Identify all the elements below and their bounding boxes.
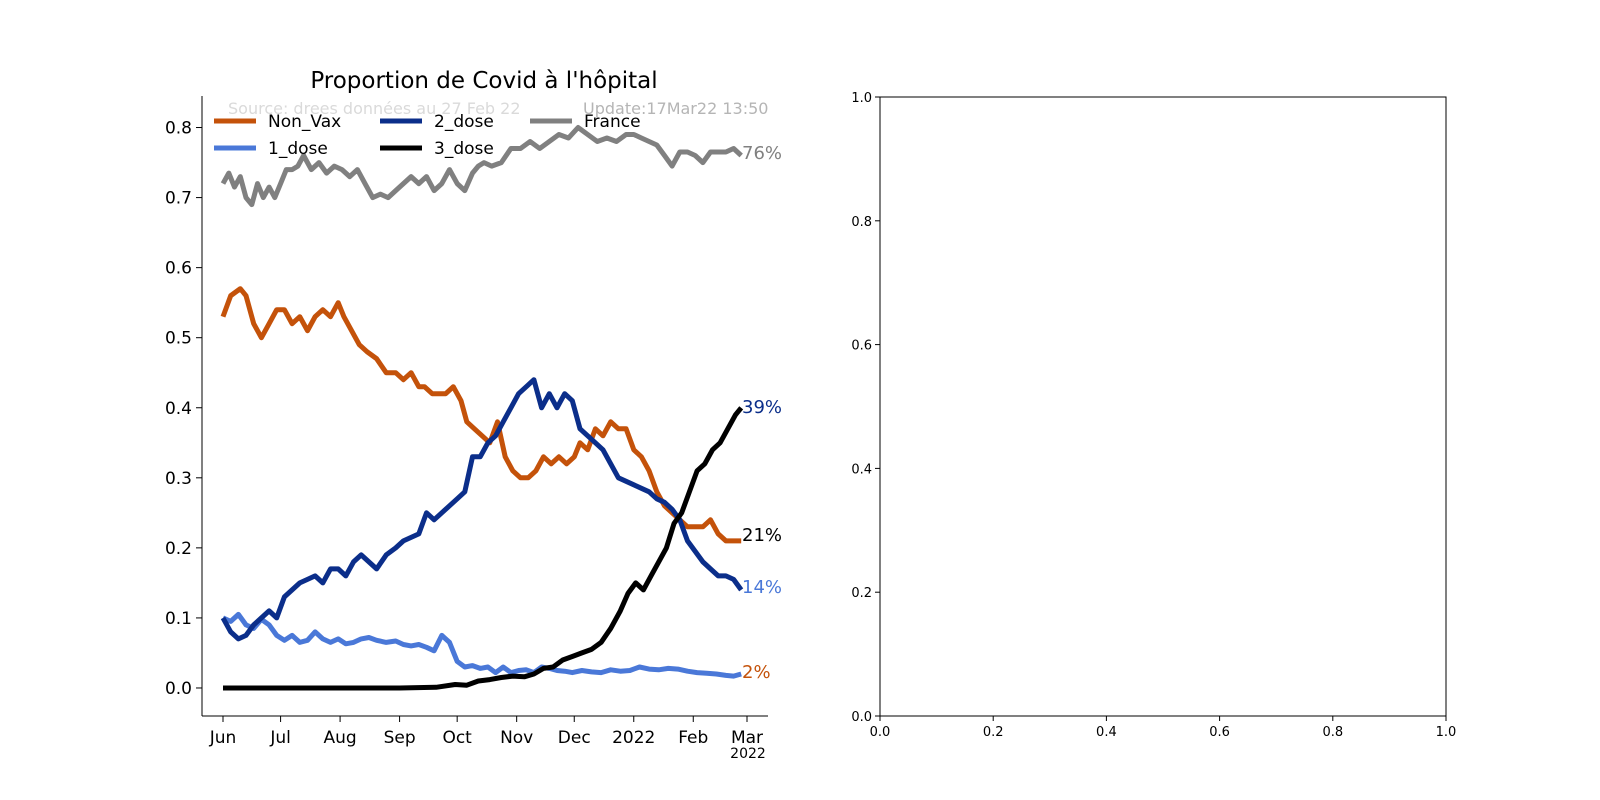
- y-ticks-right: 0.0 0.2 0.4 0.6 0.8 1.0: [851, 91, 880, 725]
- x-tick-label: Aug: [323, 728, 356, 748]
- y-tick-label: 0.2: [165, 539, 192, 559]
- x-tick-label-right: 0.0: [870, 725, 891, 740]
- legend-item-1-dose: 1_dose: [214, 139, 328, 159]
- end-label-france: 76%: [742, 143, 782, 164]
- x-tick-label: Feb: [678, 728, 708, 748]
- legend-label: Non_Vax: [268, 112, 341, 132]
- end-label-1-dose: 14%: [742, 577, 782, 598]
- legend-item-non-vax: Non_Vax: [214, 112, 341, 132]
- legend-label: 1_dose: [268, 139, 328, 159]
- series-line-france: [220, 125, 743, 208]
- y-tick-label: 0.8: [165, 119, 192, 139]
- y-tick-label: 0.7: [165, 189, 192, 209]
- series-line-non-vax: [220, 286, 742, 544]
- covid-chart: Proportion de Covid à l'hôpital Source: …: [165, 68, 782, 762]
- x-year-label: 2022: [730, 746, 766, 762]
- end-labels: 2% 14% 39% 21% 76%: [742, 143, 782, 683]
- y-ticks: 0.0 0.1 0.2 0.3 0.4 0.5 0.6 0.7 0.8: [165, 119, 202, 699]
- source-text: Source: drees données au 27 Feb 22: [228, 99, 521, 118]
- empty-chart: 0.0 0.2 0.4 0.6 0.8 1.0 0.0 0.2 0.4 0.6 0.8 1.0: [851, 91, 1456, 740]
- y-tick-label: 0.6: [165, 259, 192, 279]
- plot-area: [220, 125, 744, 691]
- y-tick-label: 0.0: [165, 679, 192, 699]
- y-tick-label-right: 0.8: [851, 215, 872, 230]
- empty-plot-frame: [879, 96, 1447, 717]
- x-tick-label: Jul: [269, 728, 291, 748]
- x-tick-label: Mar: [731, 728, 763, 748]
- end-label-2-dose: 39%: [742, 397, 782, 418]
- legend-label: 2_dose: [434, 112, 494, 132]
- update-text: Update:17Mar22 13:50: [583, 99, 768, 118]
- legend: Non_Vax 2_dose France 1_dose 3_dose: [214, 112, 641, 159]
- y-tick-label: 0.1: [165, 609, 192, 629]
- y-tick-label-right: 1.0: [851, 91, 872, 106]
- x-ticks: Jun Jul Aug Sep Oct Nov Dec 2022 Feb Mar: [209, 716, 763, 748]
- x-tick-label: Sep: [384, 728, 416, 748]
- end-label-3-dose: 21%: [742, 525, 782, 546]
- x-ticks-right: 0.0 0.2 0.4 0.6 0.8 1.0: [870, 716, 1457, 740]
- x-tick-label: Jun: [209, 728, 237, 748]
- series-line-1-dose: [221, 611, 742, 679]
- series-line-2-dose: [220, 377, 744, 642]
- legend-label: France: [584, 112, 641, 132]
- y-tick-label-right: 0.2: [851, 586, 872, 601]
- x-tick-label: Dec: [558, 728, 591, 748]
- x-tick-label-right: 0.8: [1322, 725, 1343, 740]
- y-tick-label-right: 0.6: [851, 339, 872, 354]
- x-tick-label: Nov: [500, 728, 533, 748]
- series-line-3-dose: [223, 406, 744, 691]
- x-tick-label-right: 1.0: [1436, 725, 1457, 740]
- x-tick-label: 2022: [612, 728, 655, 748]
- y-tick-label: 0.3: [165, 469, 192, 489]
- y-tick-label-right: 0.4: [851, 462, 872, 477]
- chart-title: Proportion de Covid à l'hôpital: [310, 68, 657, 94]
- y-tick-label: 0.4: [165, 399, 192, 419]
- x-tick-label-right: 0.4: [1096, 725, 1117, 740]
- x-tick-label: Oct: [442, 728, 472, 748]
- series-lines: [220, 125, 744, 691]
- y-tick-label: 0.5: [165, 329, 192, 349]
- y-tick-label-right: 0.0: [851, 710, 872, 725]
- legend-item-france: France: [530, 112, 641, 132]
- x-tick-label-right: 0.2: [983, 725, 1004, 740]
- legend-label: 3_dose: [434, 139, 494, 159]
- end-label-non-vax: 2%: [742, 662, 771, 683]
- x-tick-label-right: 0.6: [1209, 725, 1230, 740]
- legend-item-3-dose: 3_dose: [380, 139, 494, 159]
- legend-item-2-dose: 2_dose: [380, 112, 494, 132]
